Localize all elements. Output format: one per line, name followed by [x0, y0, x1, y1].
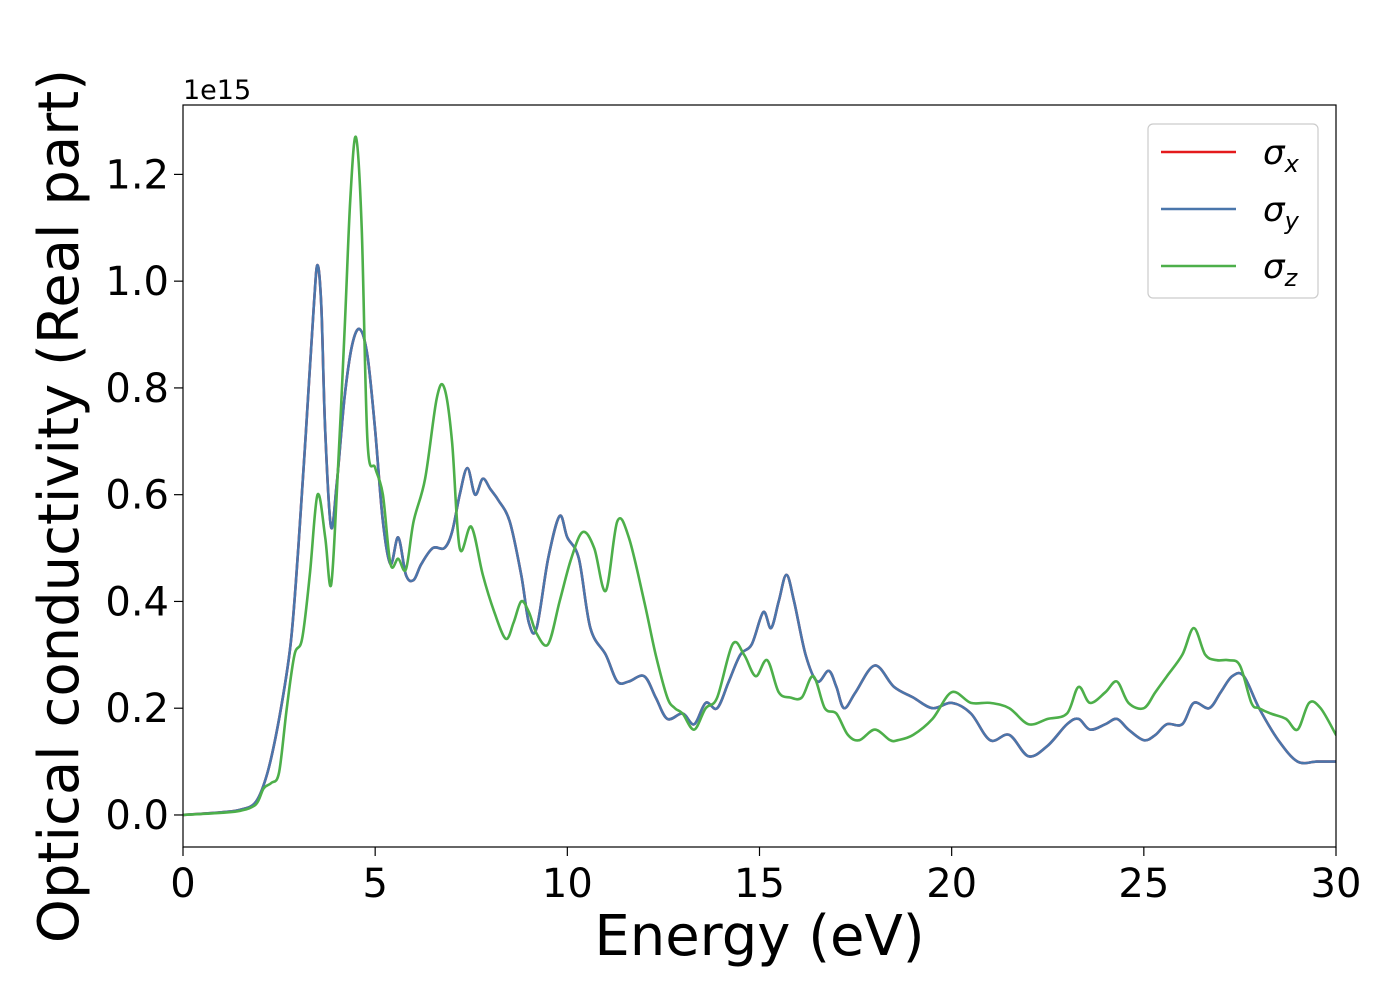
legend-label-x: σx	[1263, 133, 1300, 178]
x-tick-label: 15	[734, 861, 785, 907]
series-lines	[183, 135, 1336, 817]
x-axis: 0 5 10 15 20 25 30	[170, 847, 1361, 907]
y-axis-title: Optical conductivity (Real part)	[27, 69, 92, 943]
x-tick-label: 0	[170, 861, 195, 907]
x-tick-label: 5	[362, 861, 387, 907]
y-tick-label: 0.8	[105, 366, 169, 412]
legend-box	[1147, 123, 1319, 299]
y-tick-label: 0.2	[105, 686, 169, 732]
series-line-z	[183, 135, 1336, 817]
legend-label-y: σy	[1263, 190, 1300, 235]
legend: σx σy σz	[1147, 123, 1319, 299]
y-tick-label: 1.2	[105, 152, 169, 198]
x-tick-label: 10	[542, 861, 593, 907]
y-tick-label: 1.0	[105, 259, 169, 305]
series-line-y	[183, 263, 1336, 817]
y-tick-label: 0.6	[105, 473, 169, 519]
x-axis-title: Energy (eV)	[594, 904, 924, 969]
y-tick-label: 0.0	[105, 793, 169, 839]
x-tick-label: 30	[1311, 861, 1362, 907]
y-tick-label: 0.4	[105, 579, 169, 625]
x-tick-label: 25	[1118, 861, 1169, 907]
series-line-x	[183, 263, 1336, 817]
x-tick-label: 20	[926, 861, 977, 907]
y-axis-offset-label: 1e15	[183, 75, 251, 106]
y-axis: 0.0 0.2 0.4 0.6 0.8 1.0 1.2	[105, 152, 183, 839]
legend-label-z: σz	[1263, 247, 1299, 292]
